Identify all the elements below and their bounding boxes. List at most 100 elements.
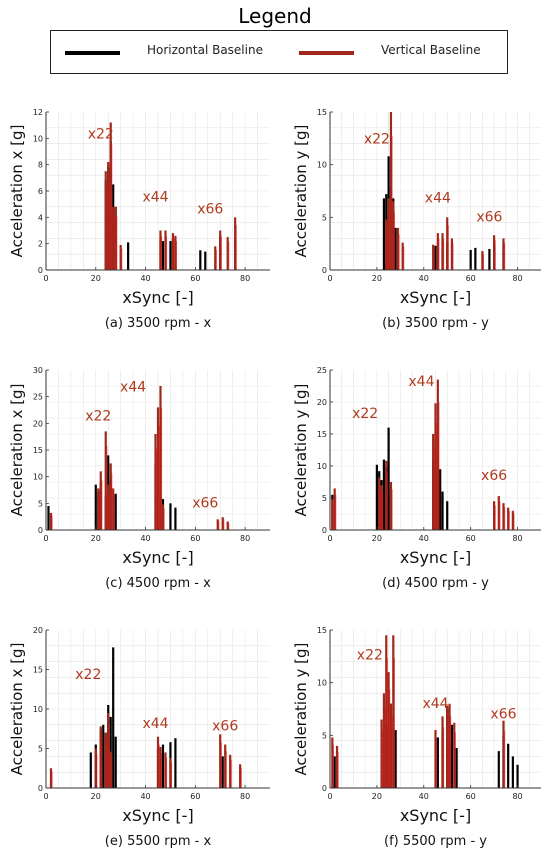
panel-e: 0 20 40 60 80 0 5 10 15 20 xSync [-] Acceleration x… xyxy=(8,626,270,849)
panel-a: 0 20 40 60 80 0 2 4 6 8 10 12 xSync [-] Acceleration … xyxy=(8,108,270,331)
x-tick-label: 60 xyxy=(466,792,476,801)
y-tick-label: 15 xyxy=(317,626,327,635)
y-tick-label: 10 xyxy=(317,161,327,170)
order-annotation: x66 xyxy=(197,201,223,217)
x-tick-label: 20 xyxy=(372,534,382,543)
order-annotation: x44 xyxy=(425,191,451,207)
y-tick-label: 20 xyxy=(33,626,43,635)
y-tick-label: 10 xyxy=(33,134,43,143)
x-tick-label: 40 xyxy=(140,792,150,801)
panel-f: 0 20 40 60 80 0 5 10 15 xSync [-] Acceleration y [… xyxy=(292,626,541,849)
order-annotation: x44 xyxy=(422,696,448,712)
order-annotation: x22 xyxy=(88,126,114,142)
y-tick-label: 15 xyxy=(33,666,43,675)
y-axis-label: Acceleration x [g] xyxy=(8,384,26,517)
x-tick-label: 80 xyxy=(240,792,250,801)
x-tick-label: 80 xyxy=(512,534,522,543)
x-axis-label: xSync [-] xyxy=(122,548,193,567)
y-tick-label: 4 xyxy=(38,213,43,222)
x-axis-label: xSync [-] xyxy=(400,288,471,307)
panel-caption: (b) 3500 rpm - y xyxy=(382,316,489,331)
y-tick-label: 25 xyxy=(33,393,43,402)
order-annotation: x22 xyxy=(364,132,390,148)
y-tick-label: 12 xyxy=(33,108,43,117)
y-tick-label: 15 xyxy=(33,446,43,455)
x-tick-label: 0 xyxy=(327,792,332,801)
x-axis-label: xSync [-] xyxy=(122,288,193,307)
y-tick-label: 20 xyxy=(317,398,327,407)
x-tick-label: 40 xyxy=(140,274,150,283)
x-tick-label: 0 xyxy=(43,792,48,801)
y-tick-label: 0 xyxy=(38,526,43,535)
x-tick-label: 60 xyxy=(190,534,200,543)
x-tick-label: 40 xyxy=(419,534,429,543)
y-tick-label: 5 xyxy=(322,731,327,740)
x-tick-label: 80 xyxy=(240,534,250,543)
y-tick-label: 10 xyxy=(33,705,43,714)
y-tick-label: 0 xyxy=(322,266,327,275)
x-tick-label: 60 xyxy=(466,274,476,283)
x-tick-label: 20 xyxy=(372,792,382,801)
x-tick-label: 0 xyxy=(327,274,332,283)
y-tick-label: 5 xyxy=(322,494,327,503)
order-annotation: x66 xyxy=(481,468,507,484)
panel-caption: (a) 3500 rpm - x xyxy=(105,316,212,331)
y-tick-label: 10 xyxy=(317,679,327,688)
x-tick-label: 80 xyxy=(512,274,522,283)
panel-b: 0 20 40 60 80 0 5 10 15 xSync [-] Acceleration y [… xyxy=(292,108,541,331)
x-tick-label: 60 xyxy=(466,534,476,543)
order-annotation: x44 xyxy=(142,716,168,732)
x-tick-label: 20 xyxy=(91,534,101,543)
order-annotation: x44 xyxy=(408,374,434,390)
x-tick-label: 20 xyxy=(91,792,101,801)
y-tick-label: 2 xyxy=(38,240,43,249)
order-annotation: x22 xyxy=(357,647,383,663)
order-annotation: x44 xyxy=(120,379,146,395)
panel-caption: (c) 4500 rpm - x xyxy=(105,576,211,591)
y-tick-label: 30 xyxy=(33,366,43,375)
x-tick-label: 40 xyxy=(419,274,429,283)
legend-swatch-vertical xyxy=(299,51,354,55)
y-tick-label: 15 xyxy=(317,108,327,117)
legend-swatch-horizontal xyxy=(65,51,120,55)
order-annotation: x66 xyxy=(192,496,218,512)
y-tick-label: 6 xyxy=(38,187,43,196)
x-tick-label: 0 xyxy=(43,534,48,543)
y-tick-label: 0 xyxy=(38,784,43,793)
y-axis-label: Acceleration x [g] xyxy=(8,125,26,258)
y-tick-label: 0 xyxy=(322,784,327,793)
x-axis-label: xSync [-] xyxy=(400,806,471,825)
y-tick-label: 8 xyxy=(38,161,43,170)
y-axis-label: Acceleration x [g] xyxy=(8,643,26,776)
y-tick-label: 5 xyxy=(38,745,43,754)
y-tick-label: 5 xyxy=(322,213,327,222)
y-axis-label: Acceleration y [g] xyxy=(292,384,310,517)
order-annotation: x44 xyxy=(142,190,168,206)
order-annotation: x66 xyxy=(212,718,238,734)
order-annotation: x66 xyxy=(490,706,516,722)
order-annotation: x22 xyxy=(85,409,111,425)
x-tick-label: 0 xyxy=(43,274,48,283)
y-tick-label: 25 xyxy=(317,366,327,375)
y-tick-label: 0 xyxy=(38,266,43,275)
legend-label-vertical: Vertical Baseline xyxy=(381,43,481,57)
x-tick-label: 0 xyxy=(327,534,332,543)
x-tick-label: 20 xyxy=(91,274,101,283)
x-axis-label: xSync [-] xyxy=(122,806,193,825)
y-tick-label: 20 xyxy=(33,419,43,428)
legend-label-horizontal: Horizontal Baseline xyxy=(147,43,263,57)
x-tick-label: 60 xyxy=(190,792,200,801)
x-tick-label: 20 xyxy=(372,274,382,283)
x-tick-label: 40 xyxy=(419,792,429,801)
y-tick-label: 15 xyxy=(317,430,327,439)
order-annotation: x22 xyxy=(352,406,378,422)
y-tick-label: 10 xyxy=(33,473,43,482)
x-tick-label: 60 xyxy=(190,274,200,283)
panel-caption: (f) 5500 rpm - y xyxy=(384,834,487,849)
legend-title: Legend xyxy=(238,4,312,28)
panel-d: 0 20 40 60 80 0 5 10 15 20 25 xSync [-] Acceleration… xyxy=(292,366,541,591)
y-axis-label: Acceleration y [g] xyxy=(292,125,310,258)
panel-caption: (e) 5500 rpm - x xyxy=(105,834,212,849)
order-annotation: x22 xyxy=(75,667,101,683)
